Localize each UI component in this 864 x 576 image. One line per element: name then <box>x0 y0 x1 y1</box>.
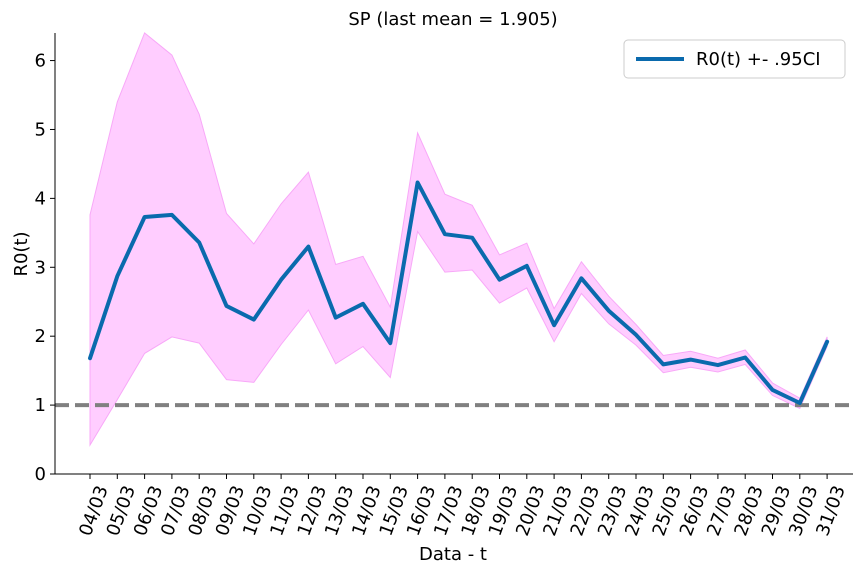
data-point <box>661 362 665 366</box>
data-point <box>470 236 474 240</box>
data-point <box>825 340 829 344</box>
data-point <box>279 278 283 282</box>
data-point <box>716 363 720 367</box>
data-point <box>143 215 147 219</box>
data-point <box>607 309 611 313</box>
y-axis-label: R0(t) <box>11 231 32 276</box>
data-point <box>197 241 201 245</box>
data-point <box>634 333 638 337</box>
data-point <box>416 181 420 185</box>
x-axis-label: Data - t <box>419 544 487 565</box>
series-line <box>88 180 830 405</box>
y-tick-label: 1 <box>35 395 46 416</box>
data-point <box>334 316 338 320</box>
data-point <box>689 358 693 362</box>
legend-box <box>623 39 846 79</box>
data-point <box>498 278 502 282</box>
data-point <box>798 401 802 405</box>
legend-label: R0(t) +- .95CI <box>696 49 821 70</box>
y-tick-label: 0 <box>35 464 46 485</box>
data-point <box>552 323 556 327</box>
data-point <box>225 304 229 308</box>
legend: R0(t) +- .95CI <box>623 39 846 79</box>
y-tick-label: 4 <box>35 188 46 209</box>
data-point <box>443 232 447 236</box>
confidence-band-layer <box>89 32 828 447</box>
chart-title: SP (last mean = 1.905) <box>348 9 557 30</box>
data-point <box>361 302 365 306</box>
y-tick-label: 6 <box>35 51 46 72</box>
data-point <box>88 356 92 360</box>
data-point <box>579 276 583 280</box>
x-ticks: 04/0305/0306/0307/0308/0309/0310/0311/03… <box>75 474 850 539</box>
data-point <box>388 341 392 345</box>
data-point <box>115 274 119 278</box>
data-point <box>170 213 174 217</box>
data-point <box>743 356 747 360</box>
y-ticks: 0 1 2 3 4 5 6 <box>35 51 55 485</box>
data-point <box>525 264 529 268</box>
series-layer <box>88 180 830 405</box>
y-tick-label: 5 <box>35 119 46 140</box>
y-tick-label: 3 <box>35 257 46 278</box>
confidence-band <box>89 32 828 447</box>
axes-layer <box>54 33 853 475</box>
data-point <box>771 388 775 392</box>
data-point <box>306 245 310 249</box>
data-point <box>252 318 256 322</box>
y-tick-label: 2 <box>35 326 46 347</box>
